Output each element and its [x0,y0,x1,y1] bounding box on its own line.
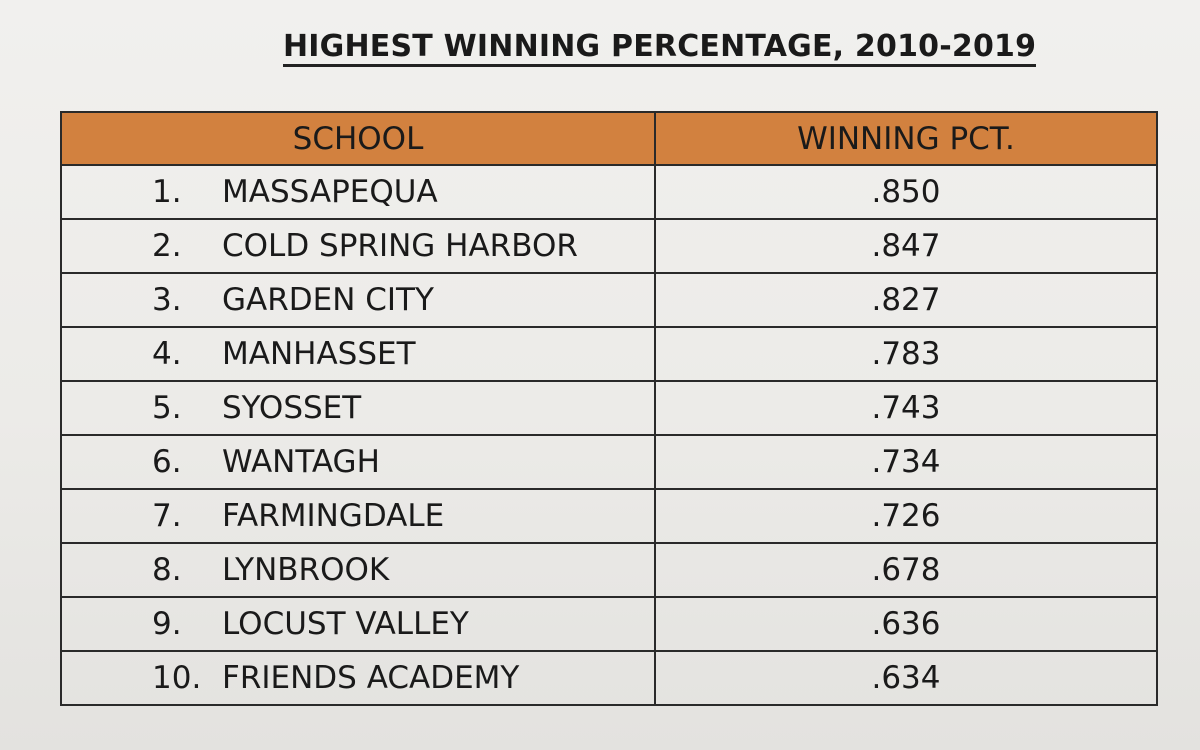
rank-number: 8. [152,552,182,588]
school-name: WANTAGH [222,444,380,480]
winning-pct-cell: .743 [654,380,1158,436]
school-cell: 5. SYOSSET [60,380,656,436]
school-name: LOCUST VALLEY [222,606,469,642]
rank-number: 10. [152,660,202,696]
rank-number: 5. [152,390,182,426]
school-cell: 9. LOCUST VALLEY [60,596,656,652]
table-row: 4. MANHASSET .783 [60,326,1158,382]
winning-pct-cell: .850 [654,164,1158,220]
school-cell: 4. MANHASSET [60,326,656,382]
winning-pct-cell: .827 [654,272,1158,328]
rank-number: 4. [152,336,182,372]
winning-pct-cell: .636 [654,596,1158,652]
rank-number: 2. [152,228,182,264]
school-name: COLD SPRING HARBOR [222,228,578,264]
school-cell: 3. GARDEN CITY [60,272,656,328]
table-row: 1. MASSAPEQUA .850 [60,164,1158,220]
ranking-table: SCHOOL WINNING PCT. 1. MASSAPEQUA .850 2.… [60,111,1158,706]
page-title: HIGHEST WINNING PERCENTAGE, 2010-2019 [283,30,1037,67]
school-column-header: SCHOOL [60,111,656,166]
school-cell: 10. FRIENDS ACADEMY [60,650,656,706]
table-row: 2. COLD SPRING HARBOR .847 [60,218,1158,274]
school-name: FARMINGDALE [222,498,445,534]
table-row: 5. SYOSSET .743 [60,380,1158,436]
school-cell: 2. COLD SPRING HARBOR [60,218,656,274]
table-row: 9. LOCUST VALLEY .636 [60,596,1158,652]
rank-number: 3. [152,282,182,318]
winning-pct-cell: .783 [654,326,1158,382]
winning-pct-cell: .634 [654,650,1158,706]
winning-pct-cell: .726 [654,488,1158,544]
table-row: 8. LYNBROOK .678 [60,542,1158,598]
table-row: 6. WANTAGH .734 [60,434,1158,490]
school-cell: 7. FARMINGDALE [60,488,656,544]
winning-pct-column-header: WINNING PCT. [654,111,1158,166]
school-name: GARDEN CITY [222,282,434,318]
rank-number: 1. [152,174,182,210]
table-row: 3. GARDEN CITY .827 [60,272,1158,328]
rank-number: 7. [152,498,182,534]
winning-pct-cell: .734 [654,434,1158,490]
table-header-row: SCHOOL WINNING PCT. [60,111,1158,166]
school-name: FRIENDS ACADEMY [222,660,520,696]
rank-number: 6. [152,444,182,480]
school-name: MANHASSET [222,336,416,372]
winning-pct-cell: .678 [654,542,1158,598]
school-cell: 1. MASSAPEQUA [60,164,656,220]
school-name: LYNBROOK [222,552,390,588]
school-name: MASSAPEQUA [222,174,438,210]
winning-pct-cell: .847 [654,218,1158,274]
school-name: SYOSSET [222,390,362,426]
school-cell: 6. WANTAGH [60,434,656,490]
rank-number: 9. [152,606,182,642]
table-row: 10. FRIENDS ACADEMY .634 [60,650,1158,706]
table-row: 7. FARMINGDALE .726 [60,488,1158,544]
school-cell: 8. LYNBROOK [60,542,656,598]
